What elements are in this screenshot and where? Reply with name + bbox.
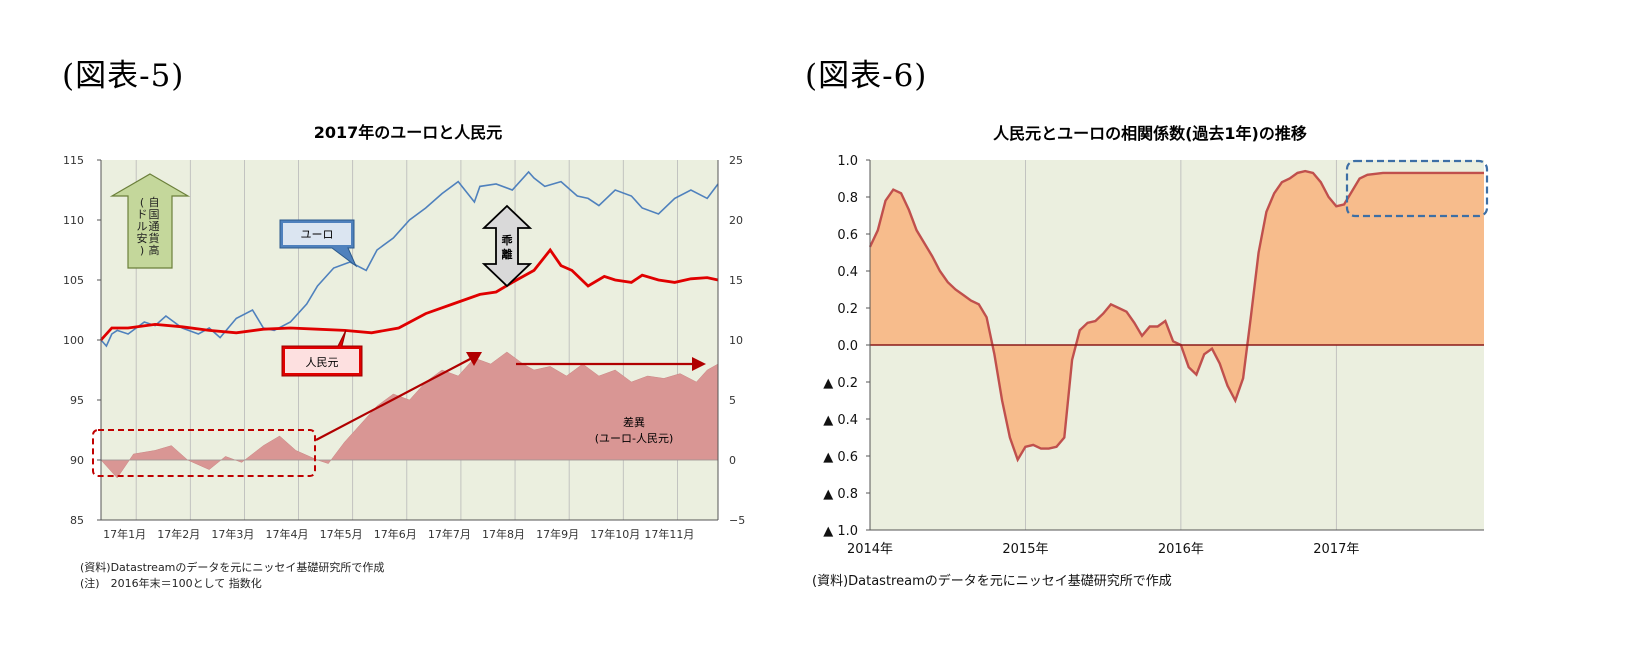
left-x-tick-label: 17年3月 [211,527,254,541]
left-x-tick-label: 17年6月 [374,527,417,541]
right-y-tick-label: 0.0 [837,339,858,354]
right-y-tick-label: 0.8 [837,191,858,206]
left-y-tick-label: 110 [63,214,84,227]
right-y-tick-label: 25 [729,154,743,167]
left-source-note: (資料)Datastreamのデータを元にニッセイ基礎研究所で作成 [80,561,385,574]
spread-label-1: 差異 [623,415,645,429]
left-y-tick-label: 85 [70,514,84,527]
right-y-tick-label: ▲ 0.6 [823,450,858,465]
left-y-tick-label: 95 [70,394,84,407]
right-y-tick-label: −5 [729,514,745,527]
right-y-tick-label: 0.2 [837,302,858,317]
right-y-tick-label: 1.0 [837,154,858,169]
right-y-tick-label: 0.6 [837,228,858,243]
left-x-tick-label: 17年11月 [644,527,694,541]
right-chart-y-ticks: 1.0 0.8 0.6 0.4 0.2 0.0 ▲ 0.2 ▲ 0.4 ▲ 0.6 ▲ 0.8 ▲ … [823,154,870,539]
right-source-note: (資料)Datastreamのデータを元にニッセイ基礎研究所で作成 [812,574,1172,589]
left-y-tick-label: 100 [63,334,84,347]
divergence-text: 乖離 [502,233,513,261]
right-y-tick-label: 10 [729,334,743,347]
right-y-tick-label: 15 [729,274,743,287]
figure-label-right: (図表-6) [805,58,928,94]
spread-label-2: (ユーロ-人民元) [595,432,674,445]
yuan-series-line [99,247,719,341]
left-chart-title: 2017年のユーロと人民元 [314,123,503,142]
left-x-ticks: 17年1月 17年2月 17年3月 17年4月 17年5月 17年6月 17年7月 17年8月… [103,527,694,541]
right-chart: 人民元とユーロの相関係数(過去1年)の推移 1.0 0.8 0.6 0.4 0.2 0.0… [823,124,1489,557]
yuan-callout: 人民元 [281,329,363,377]
left-y-tick-label: 105 [63,274,84,287]
right-x-tick-label: 2017年 [1313,542,1359,557]
currency-strength-text: 自国通貨高(ドル安) [137,196,160,257]
right-y-tick-label: ▲ 1.0 [823,524,858,539]
recent-period-highlight [1345,159,1489,218]
correlation-area [870,171,1484,460]
right-x-tick-label: 2016年 [1158,542,1204,557]
left-x-tick-label: 17年2月 [157,527,200,541]
left-x-tick-label: 17年7月 [428,527,471,541]
left-y-tick-label: 90 [70,454,84,467]
trend-arrow [315,352,482,441]
right-chart-title: 人民元とユーロの相関係数(過去1年)の推移 [993,124,1307,143]
euro-callout: ユーロ [279,219,358,268]
left-x-tick-label: 17年4月 [266,527,309,541]
right-y-tick-label: 0 [729,454,736,467]
left-y-tick-label: 115 [63,154,84,167]
yuan-callout-text: 人民元 [306,356,339,369]
right-y-tick-label: ▲ 0.2 [823,376,858,391]
right-x-tick-label: 2015年 [1002,542,1048,557]
left-x-tick-label: 17年9月 [536,527,579,541]
left-index-note: (注) 2016年末＝100として 指数化 [80,577,262,590]
right-y-tick-label: 5 [729,394,736,407]
figure-label-left: (図表-5) [62,58,185,94]
currency-strength-arrow: 自国通貨高(ドル安) [109,173,191,269]
euro-series-line [100,170,719,348]
correlation-line [868,169,1484,463]
euro-callout-text: ユーロ [301,228,334,241]
left-x-tick-label: 17年10月 [590,527,640,541]
right-chart-x-ticks: 2014年 2015年 2016年 2017年 [847,542,1359,557]
right-x-tick-label: 2014年 [847,542,893,557]
left-plot-area [101,160,718,520]
early-period-highlight [92,429,316,477]
right-y-tick-label: 20 [729,214,743,227]
left-x-tick-label: 17年8月 [482,527,525,541]
spread-area [100,351,719,479]
divergence-arrow: 乖離 [481,204,533,288]
level-arrow [516,357,706,371]
right-y-tick-label: ▲ 0.4 [823,413,858,428]
left-y-ticks: 115 110 105 100 95 90 85 [63,154,101,527]
left-x-tick-label: 17年1月 [103,527,146,541]
right-y-tick-label: 0.4 [837,265,858,280]
right-y-ticks: 25 20 15 10 5 0 −5 [729,154,745,527]
left-x-tick-label: 17年5月 [320,527,363,541]
right-y-tick-label: ▲ 0.8 [823,487,858,502]
